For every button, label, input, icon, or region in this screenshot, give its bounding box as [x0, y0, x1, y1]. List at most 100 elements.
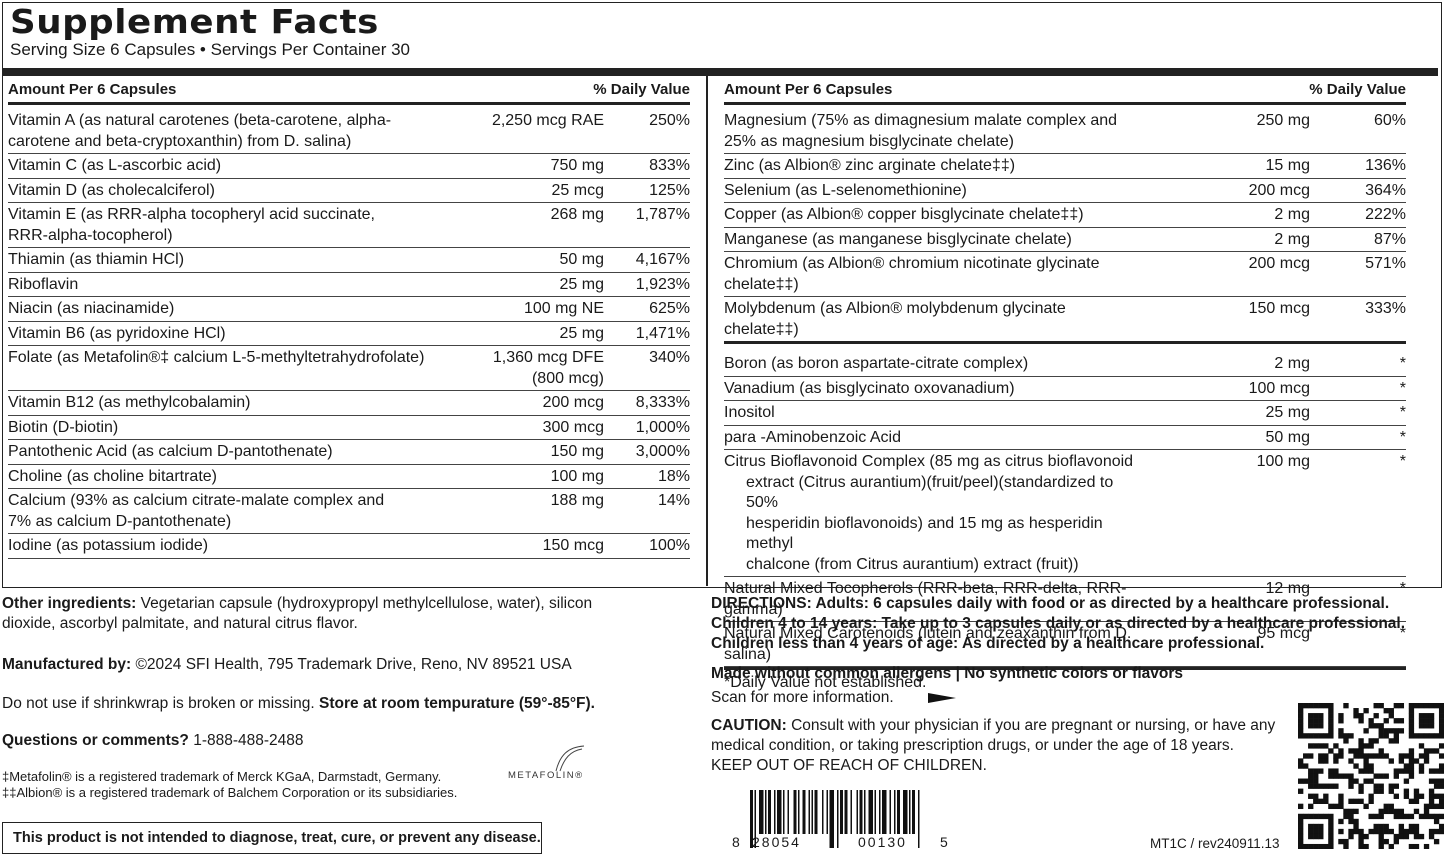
metafolin-logo: METAFOLIN® [508, 745, 588, 781]
qr-module [1298, 838, 1304, 845]
barcode-bar [802, 790, 806, 834]
qr-module [1298, 823, 1304, 830]
qr-module [1433, 793, 1440, 799]
qr-module [1323, 758, 1329, 764]
nutrient-name: Vitamin C (as L-ascorbic acid) [8, 156, 464, 177]
metafolin-logo-text: METAFOLIN® [508, 770, 584, 781]
qr-module [1388, 788, 1394, 794]
barcode-bar [912, 790, 915, 834]
qr-module [1373, 753, 1379, 759]
qr-module [1423, 718, 1430, 724]
qr-module [1358, 738, 1364, 744]
qr-module [1313, 828, 1319, 835]
barcode-bar [894, 790, 896, 834]
barcode-bar [879, 790, 881, 834]
left-nutrient-column: Amount Per 6 Capsules % Daily Value Vita… [8, 76, 690, 559]
qr-module [1328, 713, 1334, 719]
revision-code: MT1C / rev240911.13 [1150, 836, 1280, 851]
amount-value-secondary: (800 mcg) [531, 369, 604, 387]
amount-value: 50 mg [1265, 428, 1310, 446]
amount-value: 200 mcg [1248, 181, 1310, 199]
qr-module [1358, 783, 1364, 789]
qr-module [1313, 718, 1319, 724]
qr-module [1313, 703, 1319, 709]
nutrient-row: Pantothenic Acid (as calcium D-pantothen… [8, 440, 690, 465]
barcode-bar [822, 790, 824, 834]
qr-module [1428, 723, 1435, 729]
barcode-digits-right: 00130 [858, 834, 907, 850]
qr-module [1358, 828, 1364, 835]
barcode-bar [897, 790, 900, 834]
qr-module [1368, 723, 1374, 729]
qr-module [1318, 843, 1324, 849]
daily-value: 14% [657, 492, 690, 509]
qr-module [1323, 743, 1329, 749]
amount-value: 25 mg [559, 275, 604, 293]
qr-module [1433, 783, 1440, 789]
qr-module [1298, 758, 1304, 764]
nutrient-name-line: Folate (as Metafolin®‡ calcium L-5-methy… [8, 349, 425, 366]
nutrient-name-line: Molybdenum (as Albion® molybdenum glycin… [724, 300, 1066, 338]
qr-module [1418, 763, 1425, 769]
nutrient-name: Zinc (as Albion® zinc arginate chelate‡‡… [724, 156, 1150, 177]
qr-module [1303, 733, 1309, 739]
caution-text2: medical condition, or taking prescriptio… [711, 737, 1234, 754]
nutrient-name-line: Boron (as boron aspartate-citrate comple… [724, 355, 1029, 372]
qr-module [1368, 763, 1374, 769]
qr-module [1328, 838, 1334, 845]
nutrient-name: Vitamin B6 (as pyridoxine HCl) [8, 324, 464, 345]
qr-module [1398, 728, 1405, 734]
qr-module [1308, 843, 1314, 849]
qr-module [1298, 788, 1304, 794]
qr-module [1338, 713, 1344, 719]
qr-module [1408, 798, 1415, 804]
qr-module [1383, 718, 1389, 724]
qr-module [1358, 713, 1364, 719]
qr-module [1388, 758, 1394, 764]
amount-value: 1,360 mcg DFE [492, 349, 604, 366]
qr-module [1363, 803, 1369, 810]
nutrient-row: Niacin (as niacinamide) 100 mg NE 625% [8, 297, 690, 322]
qr-module [1308, 768, 1314, 774]
qr-module [1323, 733, 1329, 739]
qr-module [1408, 708, 1415, 714]
daily-value: 1,923% [635, 275, 690, 293]
qr-module [1363, 763, 1369, 769]
other-ingredients: Other ingredients: Vegetarian capsule (h… [2, 594, 592, 634]
nutrient-amount: 25 mg [464, 275, 604, 296]
qr-module [1358, 838, 1364, 845]
qr-module [1298, 803, 1304, 810]
qr-module [1438, 743, 1444, 749]
arrow-right-icon [927, 692, 956, 703]
barcode-bar [783, 790, 785, 834]
qr-module [1408, 753, 1415, 759]
nutrient-name-line: Vanadium (as bisglycinato oxovanadium) [724, 379, 1015, 397]
nutrient-row: Magnesium (75% as dimagnesium malate com… [724, 105, 1406, 154]
nutrient-amount: 2 mg [1150, 354, 1310, 375]
qr-module [1423, 703, 1430, 709]
qr-module [1378, 808, 1384, 815]
qr-module [1388, 708, 1394, 714]
nutrient-name: Manganese (as manganese bisglycinate che… [724, 230, 1150, 251]
qr-module [1308, 733, 1314, 739]
qr-module [1438, 703, 1444, 709]
qr-module [1323, 798, 1329, 804]
daily-value: 3,000% [635, 443, 690, 460]
amount-value: 95 mcg [1257, 625, 1310, 642]
qr-module [1383, 803, 1389, 810]
nutrient-row: Natural Mixed Carotenoids (lutein and ze… [724, 622, 1406, 667]
qr-module [1338, 753, 1344, 759]
qr-module [1373, 788, 1379, 794]
nutrient-name: Niacin (as niacinamide) [8, 299, 464, 320]
qr-module [1428, 803, 1435, 810]
nutrient-row: Molybdenum (as Albion® molybdenum glycin… [724, 297, 1406, 344]
qr-module [1328, 768, 1334, 774]
qr-module [1313, 813, 1319, 820]
qr-module [1303, 753, 1309, 759]
nutrient-name-line: Inositol [724, 404, 775, 421]
nutrient-row: Manganese (as manganese bisglycinate che… [724, 228, 1406, 252]
qr-module [1418, 743, 1425, 749]
qr-module [1318, 713, 1324, 719]
qr-module [1308, 833, 1314, 840]
qr-module [1338, 748, 1344, 754]
